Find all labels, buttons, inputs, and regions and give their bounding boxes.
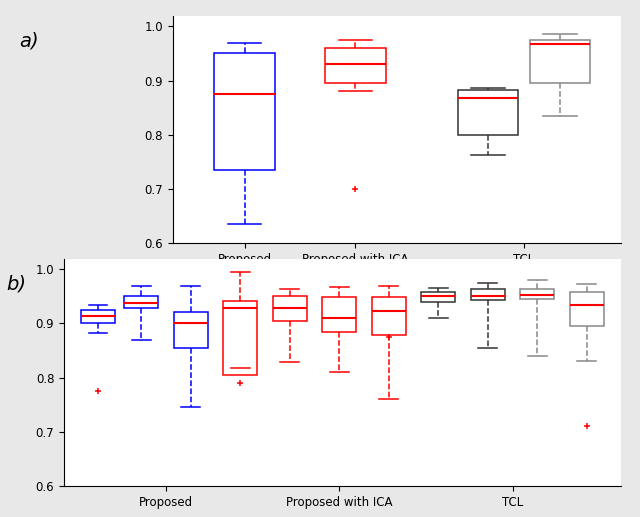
Bar (323, 297, 356, 331)
Bar (471, 290, 505, 300)
Bar (421, 292, 455, 302)
Text: b): b) (6, 274, 26, 293)
Bar (273, 296, 307, 321)
Text: a): a) (19, 31, 39, 50)
Bar (223, 301, 257, 375)
Bar (520, 290, 554, 299)
Bar (372, 297, 406, 336)
Bar (174, 312, 208, 348)
Bar (458, 90, 518, 134)
Bar (214, 53, 275, 170)
Bar (81, 310, 115, 324)
Bar (124, 296, 158, 308)
Bar (529, 40, 590, 83)
Bar (570, 292, 604, 326)
Bar (325, 48, 386, 83)
